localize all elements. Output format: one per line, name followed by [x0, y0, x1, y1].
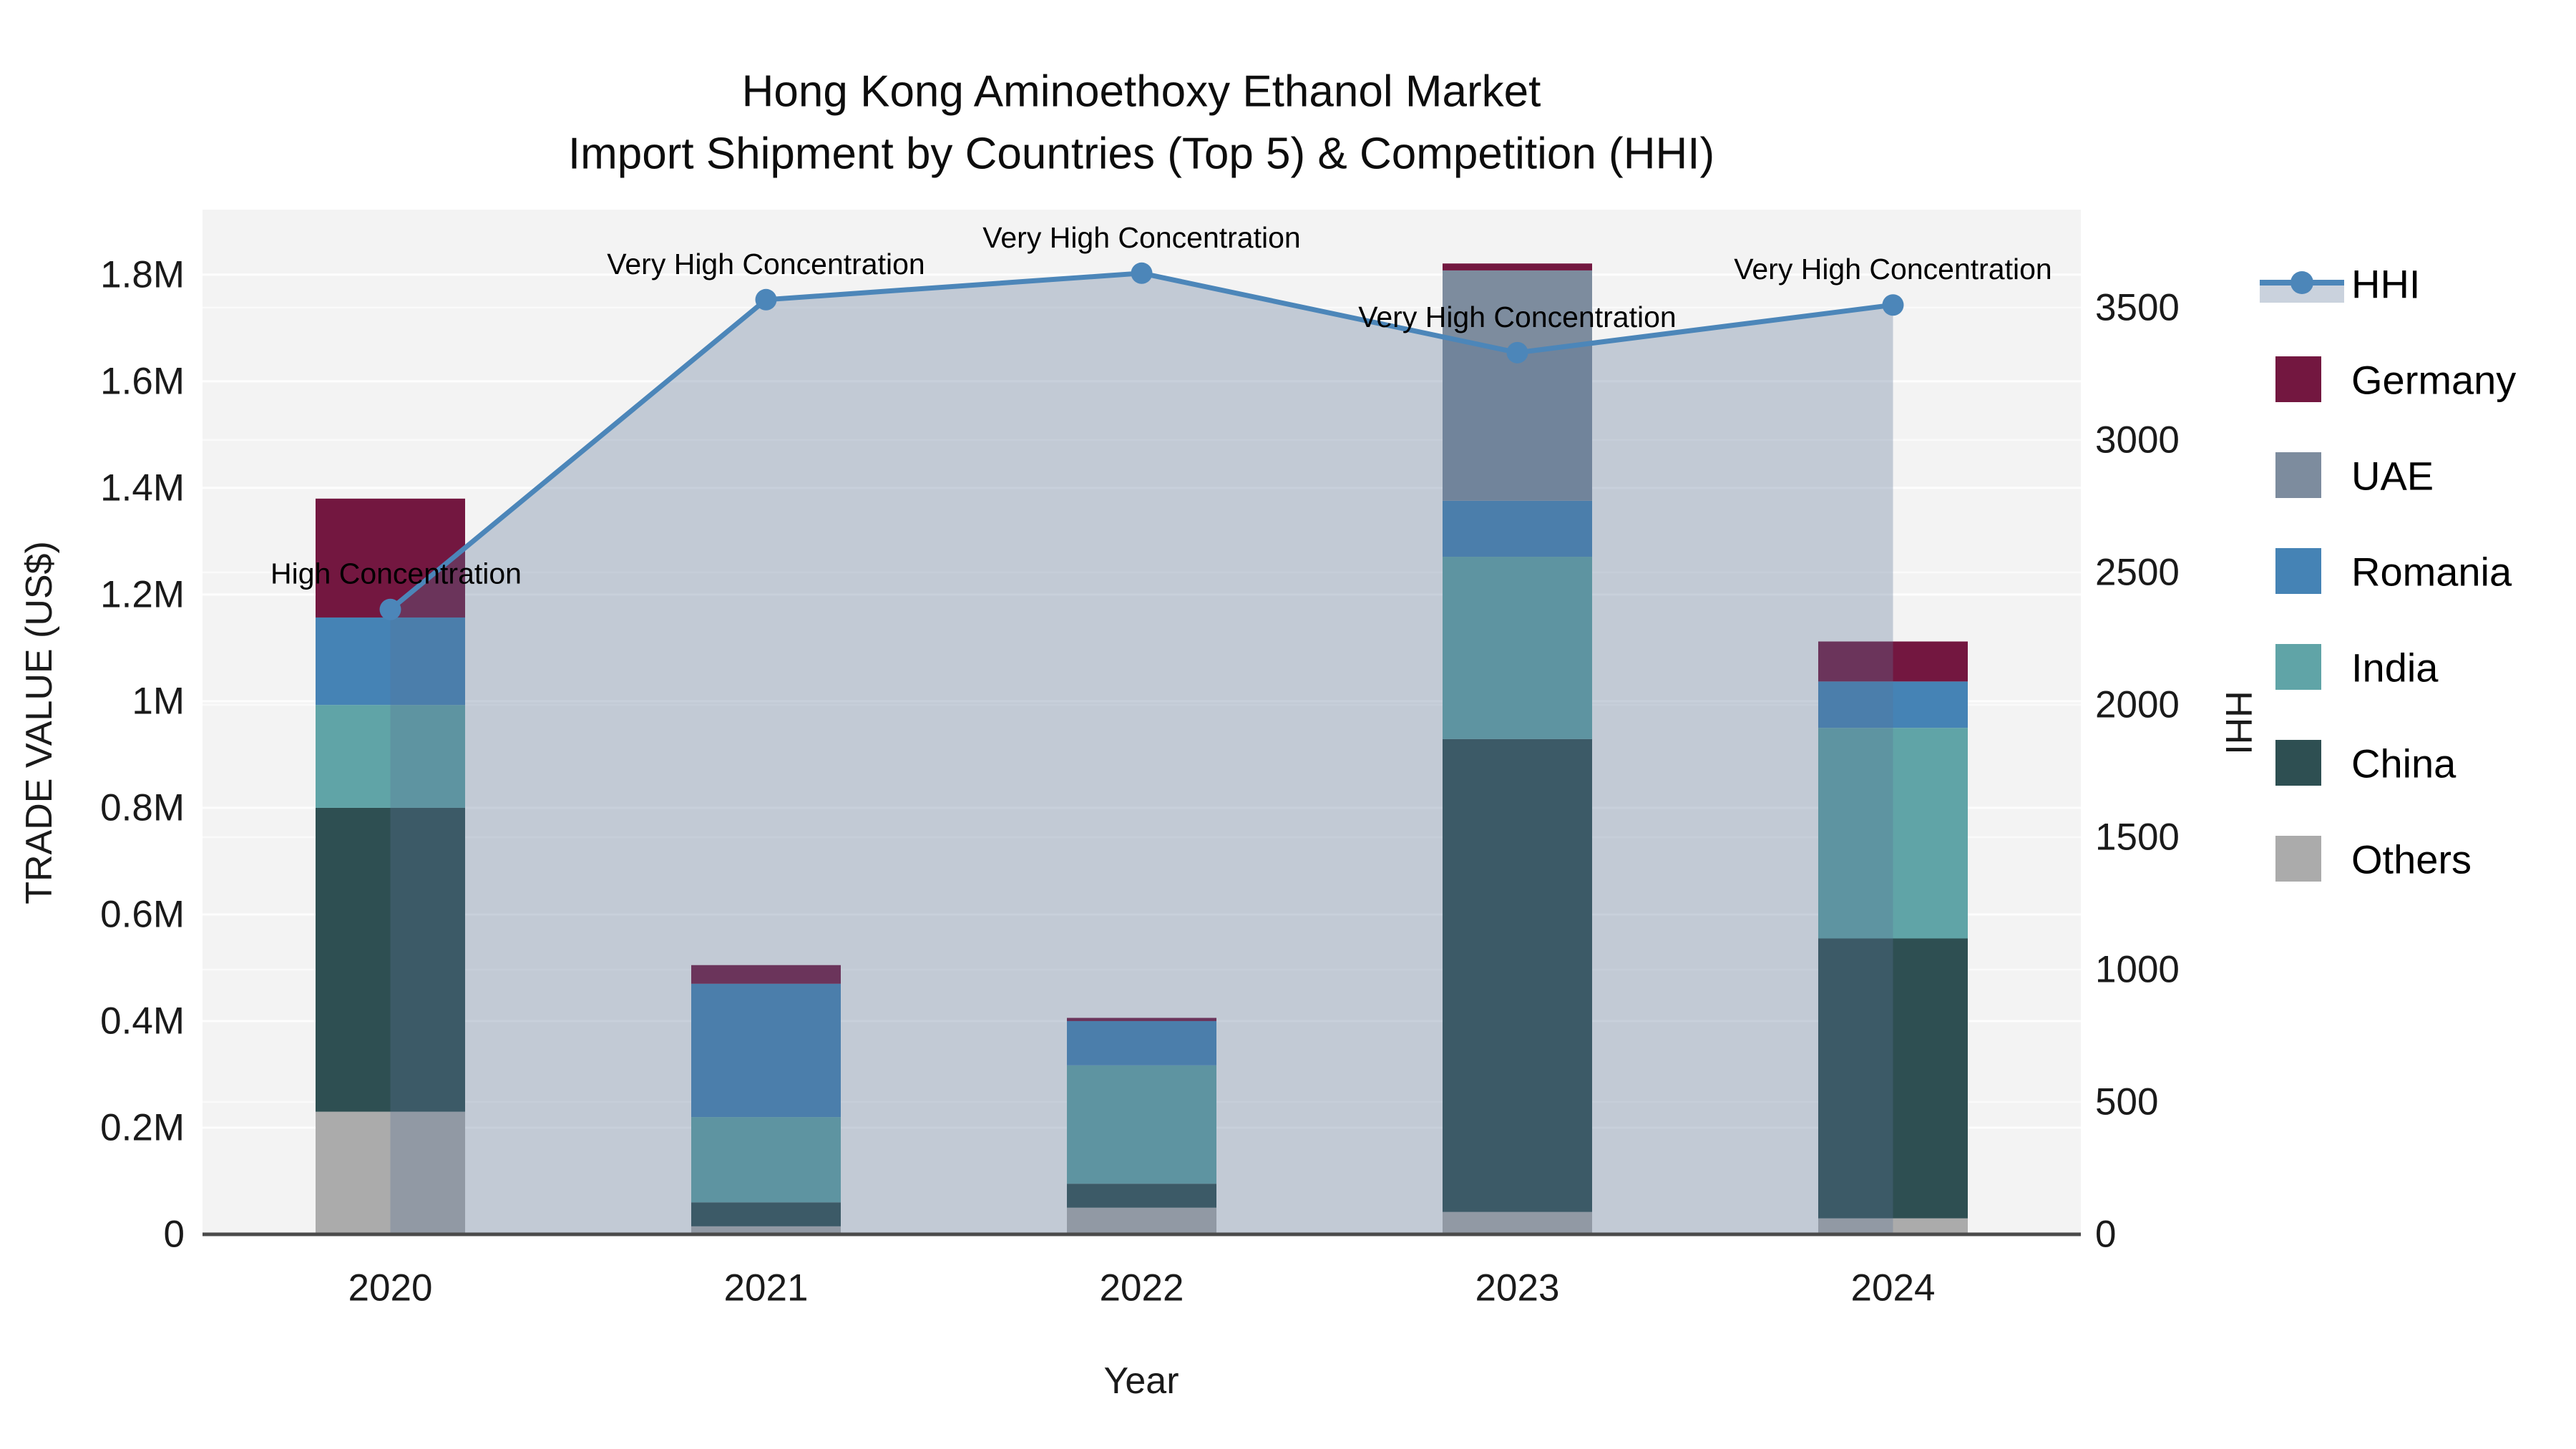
legend-swatch-romania	[2275, 548, 2321, 594]
legend-swatch-uae	[2275, 452, 2321, 498]
y-left-tick-label: 0	[164, 1214, 185, 1256]
x-tick-label-2021: 2021	[724, 1267, 809, 1309]
legend: HHI Germany UAE Romania India China Others	[2260, 262, 2516, 882]
legend-label-uae: UAE	[2351, 454, 2434, 499]
y-right-tick-label: 500	[2095, 1080, 2158, 1123]
legend-item-others[interactable]: Others	[2275, 836, 2472, 882]
bar-segment-romania-2022	[1067, 1020, 1216, 1065]
y-right-tick-label: 3000	[2095, 419, 2180, 461]
y-left-axis-title: TRADE VALUE (US$)	[19, 541, 60, 904]
bar-segment-india-2023	[1443, 557, 1592, 739]
chart-title-line2: Import Shipment by Countries (Top 5) & C…	[568, 130, 1714, 179]
bar-segment-uae-2023	[1443, 270, 1592, 501]
legend-item-uae[interactable]: UAE	[2275, 452, 2434, 499]
legend-swatch-india	[2275, 644, 2321, 690]
y-left-tick-label: 0.4M	[100, 1000, 185, 1042]
bar-segment-romania-2021	[691, 983, 841, 1118]
hhi-area-layer	[390, 273, 1893, 1235]
bar-segment-china-2024	[1818, 938, 1968, 1219]
bar-segment-germany-2022	[1067, 1018, 1216, 1021]
y-left-tick-label: 0.6M	[100, 893, 185, 935]
hhi-marker-2021	[755, 288, 777, 311]
y-right-axis-title: HHI	[2218, 691, 2259, 755]
legend-label-hhi: HHI	[2351, 262, 2420, 307]
x-tick-label-2020: 2020	[348, 1267, 433, 1309]
bar-segment-china-2021	[691, 1202, 841, 1226]
legend-item-germany[interactable]: Germany	[2275, 356, 2516, 403]
bar-segment-romania-2023	[1443, 500, 1592, 557]
y-left-tick-label: 1.2M	[100, 573, 185, 615]
hhi-marker-2023	[1506, 341, 1528, 364]
bar-segment-germany-2020	[316, 498, 465, 618]
bar-segment-germany-2023	[1443, 263, 1592, 270]
hhi-marker-2020	[379, 598, 401, 620]
annotation-2024: Very High Concentration	[1734, 253, 2051, 286]
legend-swatch-others	[2275, 836, 2321, 882]
y-left-tick-label: 1.8M	[100, 253, 185, 296]
y-right-tick-label: 0	[2095, 1214, 2116, 1256]
y-left-tick-label: 1M	[132, 680, 185, 722]
bar-segment-others-2022	[1067, 1207, 1216, 1234]
legend-label-others: Others	[2351, 837, 2472, 882]
bar-segment-germany-2021	[691, 965, 841, 984]
chart-title-line1: Hong Kong Aminoethoxy Ethanol Market	[742, 67, 1541, 117]
y-left-tick-label: 1.6M	[100, 360, 185, 402]
legend-label-romania: Romania	[2351, 550, 2512, 595]
y-right-tick-label: 2000	[2095, 683, 2180, 726]
bar-segment-others-2020	[316, 1111, 465, 1234]
y-right-tick-labels-layer: 0 500 1000 1500 2000 2500 3000 3500	[2095, 286, 2180, 1255]
y-right-tick-label: 1000	[2095, 948, 2180, 990]
bar-segment-china-2020	[316, 807, 465, 1112]
x-tick-labels-layer: 2020 2021 2022 2023 2024	[348, 1267, 1936, 1309]
bar-segment-india-2022	[1067, 1065, 1216, 1184]
x-tick-label-2024: 2024	[1851, 1267, 1936, 1309]
annotation-2022: Very High Concentration	[982, 221, 1300, 254]
bar-segment-india-2020	[316, 705, 465, 808]
x-tick-label-2023: 2023	[1475, 1267, 1560, 1309]
hhi-marker-2022	[1131, 262, 1153, 284]
y-left-tick-label: 0.2M	[100, 1106, 185, 1148]
y-left-tick-labels-layer: 0 0.2M 0.4M 0.6M 0.8M 1M 1.2M 1.4M 1.6M 1.8M	[100, 253, 185, 1255]
y-right-tick-label: 1500	[2095, 816, 2180, 858]
legend-item-china[interactable]: China	[2275, 740, 2457, 786]
bar-segment-romania-2020	[316, 617, 465, 706]
legend-item-romania[interactable]: Romania	[2275, 548, 2512, 595]
legend-item-hhi[interactable]: HHI	[2260, 262, 2420, 307]
annotations-layer: High Concentration Very High Concentratio…	[270, 221, 2052, 590]
legend-label-china: China	[2351, 741, 2457, 786]
bar-segment-romania-2024	[1818, 681, 1968, 728]
bar-segment-germany-2024	[1818, 641, 1968, 682]
legend-swatch-china	[2275, 740, 2321, 786]
stacked-bars-layer	[316, 263, 1968, 1234]
bar-segment-others-2024	[1818, 1218, 1968, 1234]
y-right-tick-label: 3500	[2095, 286, 2180, 328]
annotation-2023: Very High Concentration	[1358, 301, 1676, 333]
legend-item-india[interactable]: India	[2275, 644, 2439, 691]
x-tick-label-2022: 2022	[1100, 1267, 1184, 1309]
y-right-tick-label: 2500	[2095, 551, 2180, 593]
legend-label-india: India	[2351, 645, 2439, 691]
x-axis-title: Year	[1103, 1360, 1179, 1402]
bar-segment-others-2023	[1443, 1211, 1592, 1234]
y-left-tick-label: 0.8M	[100, 786, 185, 829]
annotation-2020: High Concentration	[270, 557, 522, 590]
legend-swatch-germany	[2275, 356, 2321, 402]
annotation-2021: Very High Concentration	[607, 248, 924, 280]
hhi-area-fill	[390, 273, 1893, 1235]
hhi-line-layer	[379, 262, 1904, 620]
bar-segment-india-2024	[1818, 728, 1968, 939]
bar-segment-china-2023	[1443, 738, 1592, 1212]
legend-label-germany: Germany	[2351, 358, 2516, 403]
bar-segment-india-2021	[691, 1117, 841, 1203]
legend-hhi-marker-swatch	[2290, 271, 2313, 294]
y-left-tick-label: 1.4M	[100, 467, 185, 509]
hhi-marker-2024	[1882, 294, 1904, 316]
bar-segment-china-2022	[1067, 1184, 1216, 1208]
bar-segment-others-2021	[691, 1226, 841, 1234]
